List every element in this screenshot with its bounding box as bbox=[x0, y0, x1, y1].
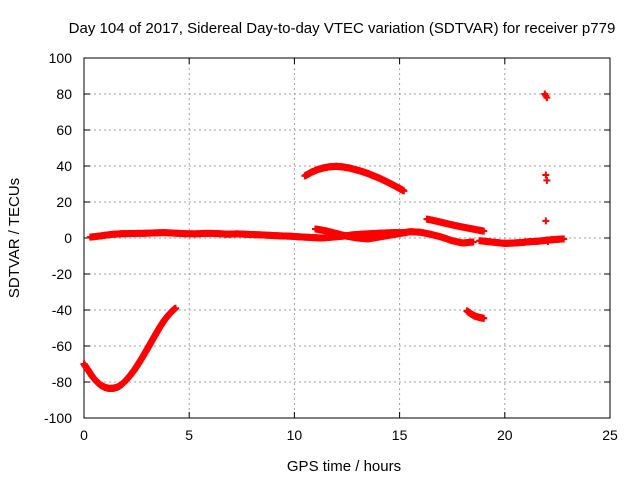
data-point bbox=[560, 235, 568, 243]
x-axis-label: GPS time / hours bbox=[287, 458, 401, 475]
data-point bbox=[543, 94, 551, 102]
x-tick-label: 25 bbox=[602, 427, 618, 443]
y-tick-label: 60 bbox=[56, 122, 72, 138]
data-point bbox=[543, 176, 551, 184]
y-tick-label: 0 bbox=[64, 230, 72, 246]
y-tick-label: 40 bbox=[56, 158, 72, 174]
y-tick-label: 100 bbox=[49, 50, 73, 66]
y-tick-label: -60 bbox=[52, 338, 72, 354]
ticks: 0 5 10 15 20 25 -100 -80 -60 -40 -20 0 20 40 60 80 100 bbox=[44, 50, 618, 443]
series-arc-dip-morning bbox=[80, 304, 180, 392]
data-point bbox=[172, 304, 180, 312]
x-tick-label: 5 bbox=[185, 427, 193, 443]
data-point bbox=[542, 171, 550, 179]
chart-title: Day 104 of 2017, Sidereal Day-to-day VTE… bbox=[69, 20, 616, 37]
y-tick-label: -40 bbox=[52, 302, 72, 318]
x-tick-label: 15 bbox=[392, 427, 408, 443]
series-isolated-spikes bbox=[541, 90, 552, 246]
series-near-zero-evening bbox=[476, 235, 568, 247]
series-arc-hump-midday bbox=[301, 162, 408, 195]
series-short-dip-arc bbox=[463, 307, 488, 322]
data-point bbox=[542, 217, 550, 225]
data-point bbox=[469, 238, 477, 246]
series-declining-segment bbox=[423, 215, 488, 235]
x-tick-label: 20 bbox=[497, 427, 513, 443]
x-tick-label: 10 bbox=[287, 427, 303, 443]
data-point bbox=[480, 314, 488, 322]
y-tick-label: -80 bbox=[52, 374, 72, 390]
y-axis-label: SDTVAR / TECUs bbox=[6, 178, 23, 298]
grid bbox=[84, 58, 610, 418]
y-tick-label: -100 bbox=[44, 410, 72, 426]
data-points bbox=[80, 90, 568, 392]
data-point bbox=[544, 238, 552, 246]
data-point bbox=[400, 187, 408, 195]
y-tick-label: -20 bbox=[52, 266, 72, 282]
series-near-zero-segment-2 bbox=[311, 225, 477, 247]
x-tick-label: 0 bbox=[80, 427, 88, 443]
data-point bbox=[480, 227, 488, 235]
y-tick-label: 80 bbox=[56, 86, 72, 102]
y-tick-label: 20 bbox=[56, 194, 72, 210]
